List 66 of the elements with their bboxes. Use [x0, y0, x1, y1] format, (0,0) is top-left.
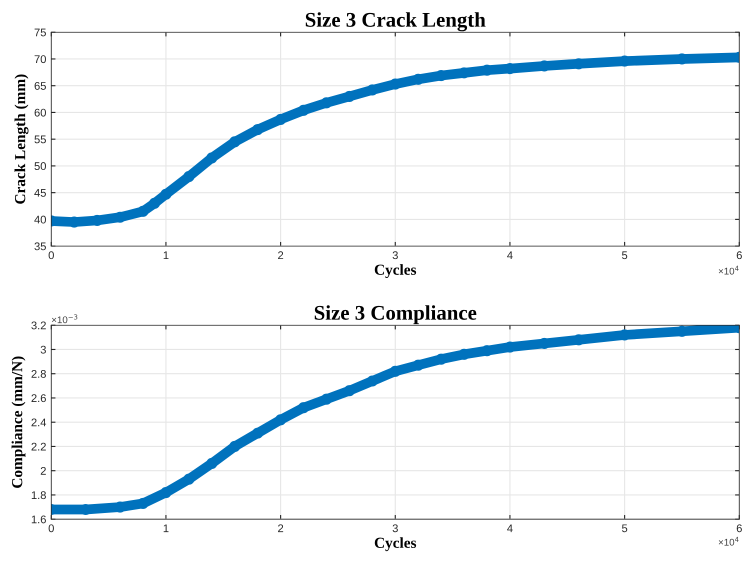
point: [160, 486, 172, 498]
point: [275, 114, 286, 125]
y-tick-label: 1.8: [32, 491, 46, 500]
text: ×10$^{4}$: [718, 266, 739, 275]
y-tick-label: 55: [34, 136, 46, 144]
x-tick-label: 3: [392, 251, 398, 260]
point: [344, 385, 355, 396]
text: ×10$^{4}$: [718, 536, 739, 546]
point: [252, 428, 264, 439]
x-tick-label: 4: [507, 524, 513, 532]
point: [183, 171, 194, 182]
point: [148, 198, 160, 209]
x-axis-title: Cycles: [374, 537, 416, 552]
x-tick-label: 3: [392, 524, 398, 532]
y-axis-title: Crack Length (mm): [14, 74, 28, 204]
y-tick-label: 3.2: [31, 321, 46, 330]
point: [206, 458, 218, 469]
x-tick-label: 1: [164, 524, 168, 532]
x-tick-label: 5: [622, 251, 628, 260]
y-tick-label: 2.2: [32, 442, 46, 450]
x-tick-label: 6: [736, 524, 742, 532]
x-tick-label: 2: [278, 251, 284, 260]
y-tick-label: 3: [40, 346, 46, 354]
point: [298, 104, 310, 116]
point: [320, 97, 332, 108]
y-tick-label: 60: [34, 108, 46, 117]
x-tick-label: 6: [736, 251, 742, 260]
x-tick-label: 5: [622, 524, 628, 532]
point: [160, 188, 172, 200]
y-tick-label: 45: [34, 189, 46, 197]
x-axis-title: Cycles: [374, 264, 416, 278]
point: [366, 84, 378, 96]
x-tick-label: 4: [507, 251, 513, 260]
x-tick-label: 1: [164, 251, 168, 260]
point: [252, 124, 264, 136]
point: [344, 90, 355, 102]
y-tick-label: 2.4: [32, 418, 46, 426]
y-tick-label: 50: [34, 162, 46, 170]
x-tick-label: 2: [278, 524, 284, 532]
point: [366, 375, 378, 387]
y-tick-label: 2.8: [32, 370, 46, 378]
y-tick-label: 75: [34, 28, 46, 36]
y-axis-title: Compliance (mm/N): [12, 356, 26, 488]
chart-title: Size 3 Compliance: [314, 305, 476, 324]
y-tick-label: 1.6: [32, 515, 46, 524]
x-tick-label: 0: [48, 251, 54, 260]
point: [412, 360, 424, 371]
chart-title: Size 3 Crack Length: [306, 12, 486, 32]
point: [390, 366, 401, 377]
point: [183, 474, 194, 485]
point: [206, 152, 218, 164]
point: [298, 402, 310, 414]
y-tick-label: 40: [34, 216, 46, 224]
point: [229, 440, 240, 452]
y-tick-label: 70: [34, 55, 46, 64]
x-tick-label: 0: [48, 524, 54, 532]
y-tick-label: 2: [40, 466, 46, 475]
y-tick-label: 35: [34, 242, 46, 250]
point: [320, 394, 332, 405]
y-tick-label: 65: [34, 82, 46, 90]
point: [436, 354, 447, 365]
text: ×10$^{−3}$: [52, 314, 78, 324]
point: [275, 414, 286, 426]
point: [390, 78, 401, 90]
point: [229, 136, 240, 148]
y-tick-label: 2.6: [32, 394, 46, 402]
